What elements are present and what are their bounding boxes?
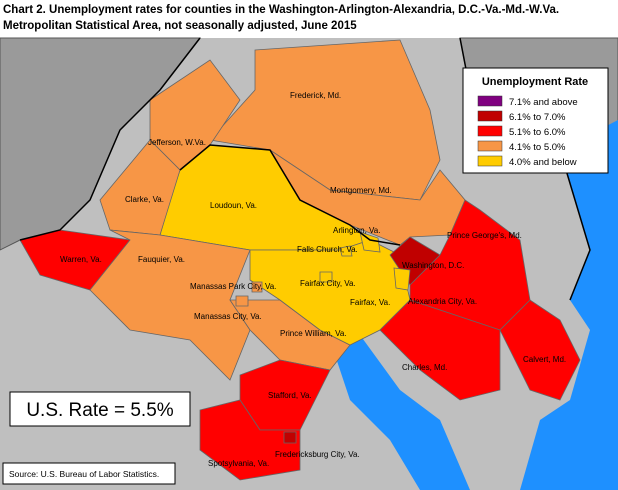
county [99, 139, 181, 236]
legend-swatch [477, 95, 503, 107]
county-label: Prince George's, Md. [447, 231, 522, 240]
boundary [179, 144, 401, 246]
county-label: Arlington, Va. [333, 226, 380, 235]
county-label: Fairfax City, Va. [300, 279, 356, 288]
county-label: Loudoun, Va. [210, 201, 257, 210]
county-label: Frederick, Md. [290, 91, 341, 100]
county-label: Fauquier, Va. [138, 255, 185, 264]
county [499, 299, 581, 401]
county-label: Falls Church, Va. [297, 245, 358, 254]
county [379, 299, 501, 401]
county-label: Manassas City, Va. [194, 312, 262, 321]
county-label: Fredericksburg City, Va. [275, 450, 360, 459]
county [199, 399, 301, 481]
water [520, 120, 618, 490]
title-line: Metropolitan Statistical Area, not seaso… [3, 20, 357, 32]
county-label: Manassas Park City, Va. [190, 282, 276, 291]
water [330, 335, 470, 490]
county [251, 281, 263, 293]
county-label: Alexandria City, Va. [408, 297, 477, 306]
county [393, 267, 411, 291]
legend-label: 7.1% and above [509, 97, 578, 108]
county [339, 245, 353, 257]
legend-label: 6.1% to 7.0% [509, 112, 566, 123]
county-label: Clarke, Va. [125, 195, 164, 204]
legend-swatch [477, 110, 503, 122]
county [235, 295, 249, 307]
county-label: Fairfax, Va. [350, 298, 390, 307]
legend-title: Unemployment Rate [482, 76, 588, 88]
legend-swatch [477, 125, 503, 137]
boundary [19, 37, 201, 241]
county [319, 271, 333, 283]
county-label: Charles, Md. [402, 363, 447, 372]
county-label: Washington, D.C. [402, 261, 464, 270]
legend-label: 4.0% and below [509, 157, 577, 168]
legend-swatch [477, 140, 503, 152]
us-rate: U.S. Rate = 5.5% [26, 400, 173, 421]
county-label: Warren, Va. [60, 255, 102, 264]
legend-label: 4.1% to 5.0% [509, 142, 566, 153]
county [283, 431, 297, 444]
legend-swatch [477, 155, 503, 167]
county-label: Stafford, Va. [268, 391, 312, 400]
legend-label: 5.1% to 6.0% [509, 127, 566, 138]
title-line: Chart 2. Unemployment rates for counties… [3, 4, 559, 16]
legend: Unemployment Rate 7.1% and above 6.1% to … [462, 67, 609, 174]
source: Source: U.S. Bureau of Labor Statistics. [9, 469, 159, 479]
county [89, 229, 251, 381]
source-box [2, 462, 176, 485]
county-label: Calvert, Md. [523, 355, 566, 364]
county-label: Prince William, Va. [280, 329, 347, 338]
county-label: Jefferson, W.Va. [148, 138, 206, 147]
county-label: Spotsylvania, Va. [208, 459, 269, 468]
county-label: Montgomery, Md. [330, 186, 392, 195]
us-rate-box [9, 391, 191, 427]
